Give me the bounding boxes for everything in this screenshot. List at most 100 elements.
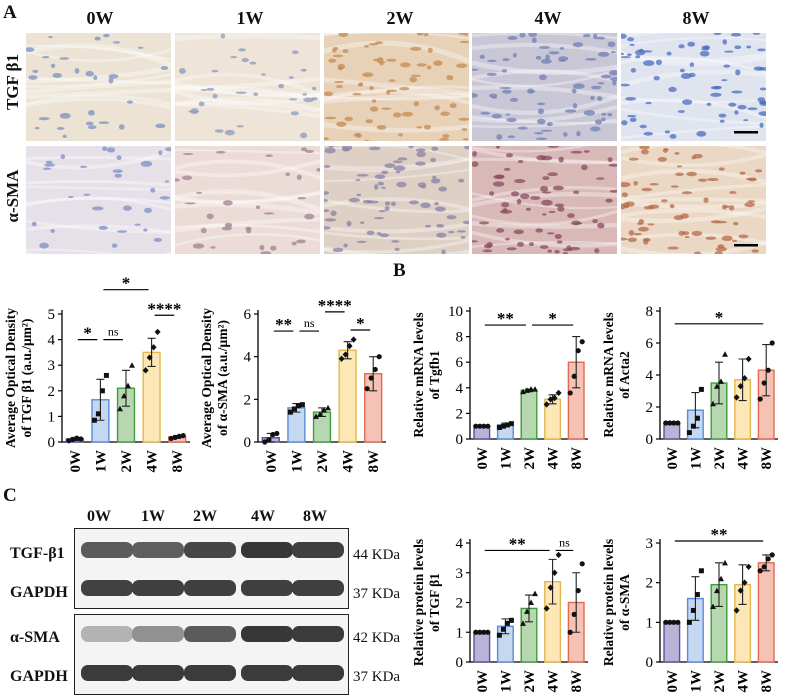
data-point: [74, 435, 80, 441]
data-point: [698, 568, 704, 574]
blot-band: [292, 665, 344, 681]
data-point: [176, 433, 182, 439]
data-point: [274, 430, 280, 437]
y-tick-label: 2: [244, 392, 252, 408]
data-point: [733, 607, 740, 614]
panel-label-c: C: [3, 485, 17, 506]
ihc-header-2w: 2W: [386, 8, 414, 28]
data-point: [496, 632, 502, 638]
y-tick-label: 4: [456, 381, 464, 397]
data-point: [575, 348, 581, 354]
data-point: [663, 420, 669, 426]
data-point: [543, 401, 550, 408]
ihc-header-4w: 4W: [534, 8, 562, 28]
significance-label: ns: [304, 316, 315, 330]
y-axis-label-line: of Acta2: [617, 351, 632, 399]
blot-band: [81, 542, 133, 558]
data-point: [579, 561, 585, 567]
data-point: [745, 355, 752, 363]
y-tick-label: 0: [646, 655, 654, 671]
error-bar: [548, 558, 557, 605]
data-point: [579, 339, 585, 345]
ihc-header-0w: 0W: [86, 8, 114, 28]
data-point: [325, 404, 331, 411]
y-tick-label: 8: [646, 304, 654, 320]
significance-label: ns: [559, 535, 570, 549]
blot-lane-4w: 4W: [251, 508, 275, 525]
error-bar: [691, 576, 700, 621]
blot-band: [184, 542, 236, 558]
blot-band: [184, 665, 236, 681]
data-point: [146, 354, 153, 361]
data-point: [299, 402, 305, 408]
x-tick-label: 0W: [665, 447, 681, 470]
blot-size-tgfb1: 44 KDa: [353, 547, 401, 563]
bar-2w: [520, 389, 538, 440]
significance-label: *: [548, 309, 557, 328]
significance-label: *: [83, 324, 92, 343]
data-point: [70, 436, 76, 443]
blot-lane-2w: 2W: [193, 508, 217, 525]
x-tick-label: 4W: [736, 447, 752, 470]
y-tick-label: 6: [646, 336, 654, 352]
data-point: [477, 423, 483, 429]
blot-lane-8w: 8W: [303, 508, 327, 525]
x-tick-label: 2W: [712, 447, 728, 470]
y-tick-label: 4: [646, 368, 654, 384]
blot-band: [241, 542, 293, 558]
ihc-image-asma-2w: [324, 146, 469, 254]
x-tick-label: 8W: [366, 450, 382, 473]
y-axis-label-line: of Tgfb1: [427, 350, 442, 399]
error-bar: [343, 341, 352, 360]
data-point: [710, 400, 716, 407]
data-point: [295, 403, 301, 409]
data-point: [154, 328, 161, 336]
y-tick-label: 8: [456, 330, 464, 346]
x-tick-label: 2W: [712, 670, 728, 693]
y-tick-label: 1: [456, 625, 464, 641]
x-tick-label: 0W: [264, 450, 280, 473]
blot-band: [81, 580, 133, 596]
error-bar: [715, 562, 723, 608]
x-tick-label: 2W: [315, 450, 331, 473]
ihc-image-asma-8w: [621, 146, 766, 254]
blot-lane-0w: 0W: [87, 508, 111, 525]
x-tick-label: 8W: [759, 447, 775, 470]
ihc-image-asma-0w: [26, 146, 171, 254]
blot-band: [132, 580, 184, 596]
blot-band: [132, 665, 184, 681]
x-tick-label: 4W: [546, 670, 562, 693]
data-point: [342, 351, 349, 358]
data-point: [172, 434, 178, 440]
western-blot: [74, 528, 349, 695]
ihc-row-label-asma: α-SMA: [3, 169, 22, 223]
data-point: [291, 406, 297, 412]
ihc-image-asma-4w: [472, 146, 617, 254]
ihc-image-tgfb1-2w: [324, 33, 469, 141]
y-tick-label: 3: [48, 358, 56, 374]
y-axis-label-line: Average Optical Density: [200, 308, 214, 448]
data-point: [551, 569, 558, 576]
bar-0w: [663, 621, 681, 663]
x-tick-label: 2W: [522, 670, 538, 693]
data-point: [571, 373, 577, 379]
data-point: [481, 423, 487, 429]
y-tick-label: 4: [244, 350, 252, 366]
data-point: [376, 354, 382, 360]
data-point: [714, 587, 720, 594]
x-tick-label: 8W: [170, 450, 186, 473]
data-point: [663, 619, 669, 625]
data-point: [694, 415, 700, 421]
data-point: [671, 420, 677, 426]
bar-0w: [473, 631, 491, 663]
significance-label: *: [122, 274, 131, 293]
data-point: [368, 375, 374, 381]
data-point: [547, 584, 554, 591]
data-point: [266, 437, 272, 443]
chart-c1-tgfb1-protein: 0 1 2 3 4 Relative protein levels of TGF β1 0W 1…: [411, 534, 588, 693]
bar-4w: [338, 349, 357, 443]
data-point: [372, 366, 378, 373]
data-point: [287, 409, 293, 415]
data-point: [690, 607, 696, 613]
data-point: [78, 436, 84, 442]
